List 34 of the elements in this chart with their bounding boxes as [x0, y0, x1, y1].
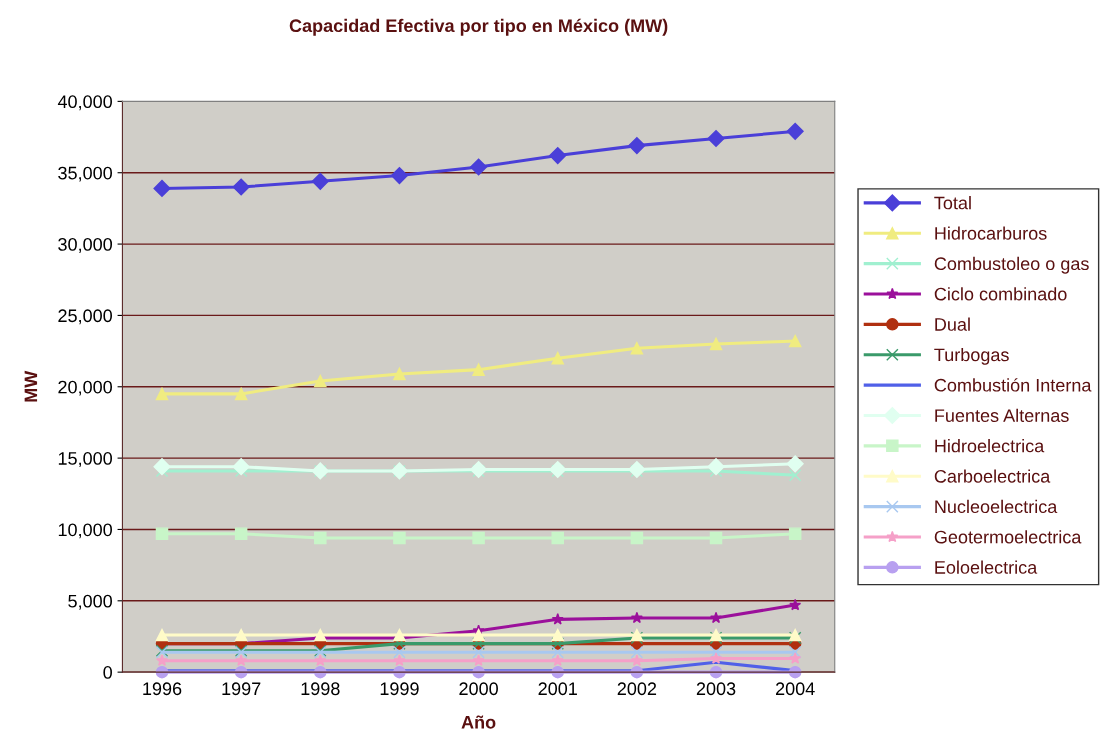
x-tick-label: 2004	[776, 682, 815, 696]
legend-label: Total	[934, 196, 971, 210]
x-tick-label: 2001	[538, 682, 577, 696]
x-tick-label: 2003	[696, 682, 736, 696]
y-tick-label: 10,000	[58, 523, 113, 539]
y-tick-label: 5,000	[68, 594, 113, 610]
x-axis-title: Año	[461, 715, 496, 729]
chart-title: Capacidad Efectiva por tipo en México (MW)	[289, 18, 668, 36]
y-tick-label: 35,000	[58, 166, 113, 182]
legend-label: Carboelectrica	[934, 469, 1051, 483]
y-tick-label: 25,000	[58, 309, 113, 325]
legend-label: Fuentes Alternas	[935, 408, 1069, 422]
x-tick-label: 2002	[617, 682, 657, 696]
legend-label: Eoloelectrica	[935, 560, 1038, 574]
y-axis-title: MW	[24, 370, 38, 402]
legend-label: Hidrocarburos	[935, 226, 1047, 240]
y-tick-label: 15,000	[58, 452, 113, 467]
legend-label: Geotermoelectrica	[934, 530, 1082, 544]
legend-label: Dual	[935, 317, 970, 331]
x-tick-label: 1996	[143, 682, 182, 696]
legend-label: Combustoleo o gas	[934, 256, 1089, 274]
y-tick-label: 40,000	[57, 95, 113, 111]
x-tick-label: 2000	[459, 682, 498, 696]
y-tick-label: 0	[103, 666, 112, 679]
legend-label: Turbogas	[934, 347, 1009, 365]
legend-label: Combustión Interna	[934, 378, 1092, 392]
x-tick-label: 1999	[380, 682, 419, 696]
x-tick-label: 1997	[222, 682, 261, 696]
legend-label: Hidroelectrica	[935, 439, 1045, 453]
y-tick-label: 20,000	[58, 380, 113, 396]
legend-label: Nucleoelectrica	[935, 499, 1058, 514]
y-tick-label: 30,000	[58, 238, 113, 253]
x-tick-label: 1998	[301, 682, 340, 696]
legend-label: Ciclo combinado	[934, 287, 1067, 301]
